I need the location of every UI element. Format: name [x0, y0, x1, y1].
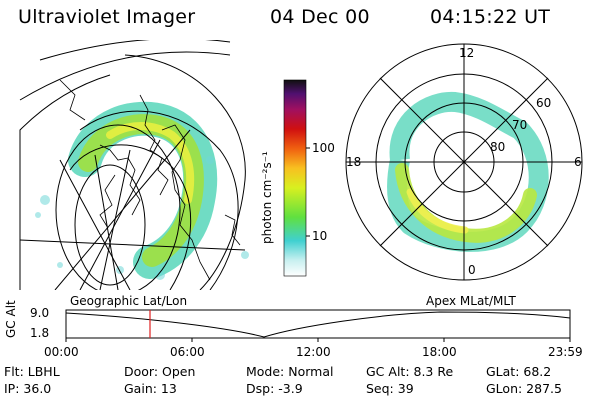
info-glon: GLon: 287.5	[486, 381, 562, 396]
info-ip: IP: 36.0	[4, 381, 52, 396]
altitude-plot-frame	[65, 309, 571, 339]
altitude-ytick-low: 1.8	[30, 326, 50, 340]
colorbar	[283, 79, 307, 277]
lat-label-80: 80	[490, 140, 506, 154]
instrument-title: Ultraviolet Imager	[18, 6, 196, 28]
lat-label-60: 60	[536, 96, 552, 110]
date-label: 04 Dec 00	[270, 6, 370, 28]
info-seq: Seq: 39	[366, 381, 414, 396]
info-mode: Mode: Normal	[246, 364, 334, 379]
aurora-oval-polar	[387, 91, 549, 252]
colorbar-label-10: 10	[312, 229, 328, 243]
altitude-xtick-4: 23:59	[548, 345, 583, 359]
info-flt: Flt: LBHL	[4, 364, 60, 379]
colorbar-unit-label: photon cm⁻²s⁻¹	[260, 151, 274, 244]
info-glat: GLat: 68.2	[486, 364, 552, 379]
mlt-label-12: 12	[459, 46, 475, 60]
mlt-label-0: 0	[468, 263, 476, 277]
right-projection-label: Apex MLat/MLT	[426, 294, 516, 308]
info-door: Door: Open	[124, 364, 196, 379]
time-label: 04:15:22 UT	[430, 6, 551, 28]
altitude-plot	[65, 309, 571, 342]
polar-grid	[346, 44, 582, 280]
altitude-xtick-0: 00:00	[44, 345, 79, 359]
coastlines	[59, 79, 241, 281]
lat-label-70: 70	[512, 118, 528, 132]
altitude-ytick-high: 9.0	[30, 306, 50, 320]
polar-plot-panel	[345, 43, 583, 281]
mlt-label-6: 6	[574, 155, 582, 169]
altitude-xtick-3: 18:00	[422, 345, 457, 359]
altitude-ylabel: GC Alt	[4, 300, 18, 338]
geographic-grid	[19, 40, 246, 290]
left-projection-label: Geographic Lat/Lon	[70, 294, 188, 308]
colorbar-label-100: 100	[312, 141, 335, 155]
mlt-label-18: 18	[346, 155, 362, 169]
altitude-xtick-2: 12:00	[296, 345, 331, 359]
info-gcalt: GC Alt: 8.3 Re	[366, 364, 454, 379]
altitude-xtick-1: 06:00	[170, 345, 205, 359]
info-gain: Gain: 13	[124, 381, 177, 396]
info-dsp: Dsp: -3.9	[246, 381, 303, 396]
altitude-x-ticks	[65, 338, 571, 342]
altitude-curve	[65, 311, 571, 338]
aurora-arc-geographic	[68, 101, 218, 279]
geographic-map-panel	[19, 40, 249, 290]
